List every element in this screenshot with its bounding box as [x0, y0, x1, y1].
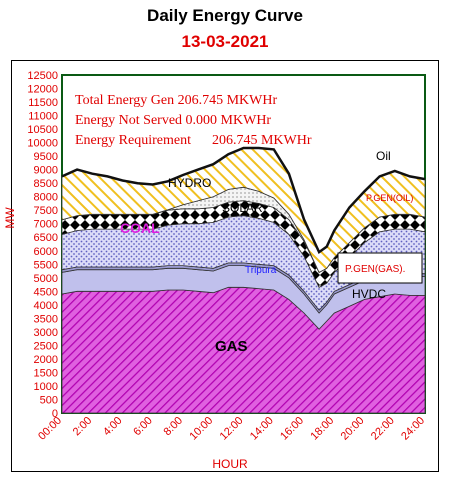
x-tick-label: 14:00 — [248, 415, 276, 443]
y-tick-label: 4500 — [34, 286, 58, 298]
p-gen-gas-box — [337, 252, 423, 284]
x-tick-label: 00:00 — [36, 415, 64, 443]
y-tick-label: 1000 — [34, 381, 58, 393]
y-tick-label: 4000 — [34, 300, 58, 312]
area-series-group — [61, 146, 426, 414]
y-tick-label: 3500 — [34, 313, 58, 325]
y-tick-label: 500 — [40, 394, 58, 406]
series-label-hydro: HYDRO — [168, 176, 211, 190]
annotation-requirement: Energy Requirement 206.745 MKWHr — [75, 133, 312, 148]
y-tick-label: 5000 — [34, 273, 58, 285]
y-tick-label: 2000 — [34, 354, 58, 366]
x-tick-label: 20:00 — [339, 415, 367, 443]
series-label-solar: SOLAR — [222, 201, 263, 215]
x-tick-label: 2:00 — [71, 415, 95, 439]
y-tick-label: 9500 — [34, 151, 58, 163]
y-tick-label: 12000 — [27, 84, 58, 96]
y-tick-label: 5500 — [34, 259, 58, 271]
x-tick-label: 22:00 — [369, 415, 397, 443]
x-tick-label: 16:00 — [278, 415, 306, 443]
x-tick-label: 8:00 — [161, 415, 185, 439]
y-tick-label: 2500 — [34, 340, 58, 352]
y-tick-label: 7500 — [34, 205, 58, 217]
x-axis-label: HOUR — [212, 457, 248, 471]
y-axis-label: MW — [3, 207, 17, 229]
x-axis-ticks: 00:00 2:00 4:00 6:00 8:00 10:00 12:00 14:00 16:0… — [36, 415, 427, 443]
x-tick-label: 12:00 — [218, 415, 246, 443]
y-tick-label: 11000 — [28, 111, 58, 123]
chart-subtitle: 13-03-2021 — [181, 32, 269, 51]
y-tick-label: 9000 — [34, 165, 58, 177]
x-tick-label: 4:00 — [101, 415, 125, 439]
series-label-coal: COAL — [120, 220, 160, 236]
series-label-tripura: Tripura — [245, 265, 277, 276]
chart-frame — [11, 60, 439, 472]
x-tick-label: 10:00 — [187, 415, 215, 443]
chart-title: Daily Energy Curve — [147, 6, 303, 25]
y-tick-label: 11500 — [28, 97, 58, 109]
y-tick-label: 6000 — [34, 246, 58, 258]
y-tick-label: 12500 — [27, 70, 58, 82]
annotation-total-gen: Total Energy Gen 206.745 MKWHr — [75, 93, 277, 108]
x-tick-label: 18:00 — [308, 415, 336, 443]
series-label-hvdc: HVDC — [352, 287, 386, 301]
y-tick-label: 8000 — [34, 192, 58, 204]
series-label-p-gen-gas: P.GEN(GAS). — [345, 264, 405, 275]
y-tick-label: 0 — [52, 408, 58, 420]
y-tick-label: 1500 — [34, 367, 58, 379]
y-tick-label: 3000 — [34, 327, 58, 339]
series-label-oil: Oil — [376, 149, 391, 163]
energy-summary: Total Energy Gen 206.745 MKWHr Energy No… — [75, 93, 312, 148]
annotation-not-served: Energy Not Served 0.000 MKWHr — [75, 113, 271, 128]
y-tick-label: 6500 — [34, 232, 58, 244]
y-tick-label: 10000 — [27, 138, 58, 150]
series-label-gas: GAS — [215, 338, 248, 355]
x-tick-label: 6:00 — [131, 415, 155, 439]
x-tick-label: 24:00 — [399, 415, 427, 443]
y-tick-label: 8500 — [34, 178, 58, 190]
total-generation-line — [61, 146, 426, 254]
series-label-p-gen-oil: P.GEN(OIL) — [366, 193, 413, 203]
y-tick-label: 7000 — [34, 219, 58, 231]
y-tick-label: 10500 — [27, 124, 58, 136]
